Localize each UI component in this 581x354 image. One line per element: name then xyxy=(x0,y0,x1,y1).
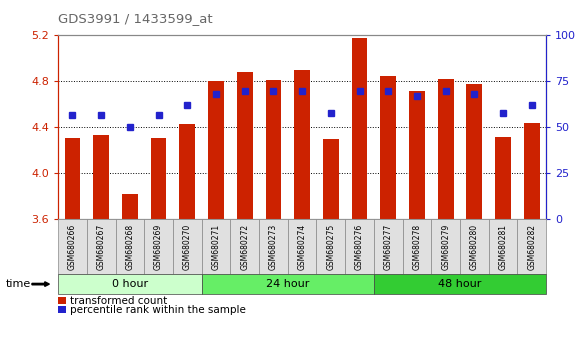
Text: GSM680269: GSM680269 xyxy=(154,224,163,270)
Text: time: time xyxy=(6,279,31,289)
Text: GSM680278: GSM680278 xyxy=(413,224,421,270)
Text: GSM680277: GSM680277 xyxy=(383,224,393,270)
Text: GSM680280: GSM680280 xyxy=(470,224,479,270)
Bar xyxy=(495,137,511,219)
Text: GDS3991 / 1433599_at: GDS3991 / 1433599_at xyxy=(58,12,213,25)
Text: GSM680266: GSM680266 xyxy=(68,224,77,270)
Bar xyxy=(150,138,167,219)
Text: GSM680279: GSM680279 xyxy=(441,224,450,270)
Text: GSM680281: GSM680281 xyxy=(498,224,508,270)
Text: 24 hour: 24 hour xyxy=(266,279,310,289)
Text: 0 hour: 0 hour xyxy=(112,279,148,289)
Text: GSM680275: GSM680275 xyxy=(327,224,335,270)
Bar xyxy=(409,91,425,219)
Bar xyxy=(180,124,195,219)
Text: GSM680282: GSM680282 xyxy=(528,224,536,270)
Text: GSM680276: GSM680276 xyxy=(355,224,364,270)
Bar xyxy=(437,79,454,219)
Text: 48 hour: 48 hour xyxy=(438,279,482,289)
Bar xyxy=(352,38,367,219)
Bar xyxy=(467,84,482,219)
Bar xyxy=(122,194,138,219)
Text: GSM680273: GSM680273 xyxy=(269,224,278,270)
Bar xyxy=(266,80,281,219)
Text: percentile rank within the sample: percentile rank within the sample xyxy=(70,305,246,315)
Text: transformed count: transformed count xyxy=(70,296,167,306)
Bar xyxy=(237,72,253,219)
Bar xyxy=(94,136,109,219)
Text: GSM680272: GSM680272 xyxy=(240,224,249,270)
Bar xyxy=(381,76,396,219)
Bar xyxy=(524,123,540,219)
Bar xyxy=(64,138,80,219)
Text: GSM680271: GSM680271 xyxy=(211,224,221,270)
Bar xyxy=(294,70,310,219)
Text: GSM680267: GSM680267 xyxy=(96,224,106,270)
Bar xyxy=(208,81,224,219)
Text: GSM680270: GSM680270 xyxy=(183,224,192,270)
Text: GSM680268: GSM680268 xyxy=(125,224,134,270)
Text: GSM680274: GSM680274 xyxy=(297,224,307,270)
Bar xyxy=(323,139,339,219)
